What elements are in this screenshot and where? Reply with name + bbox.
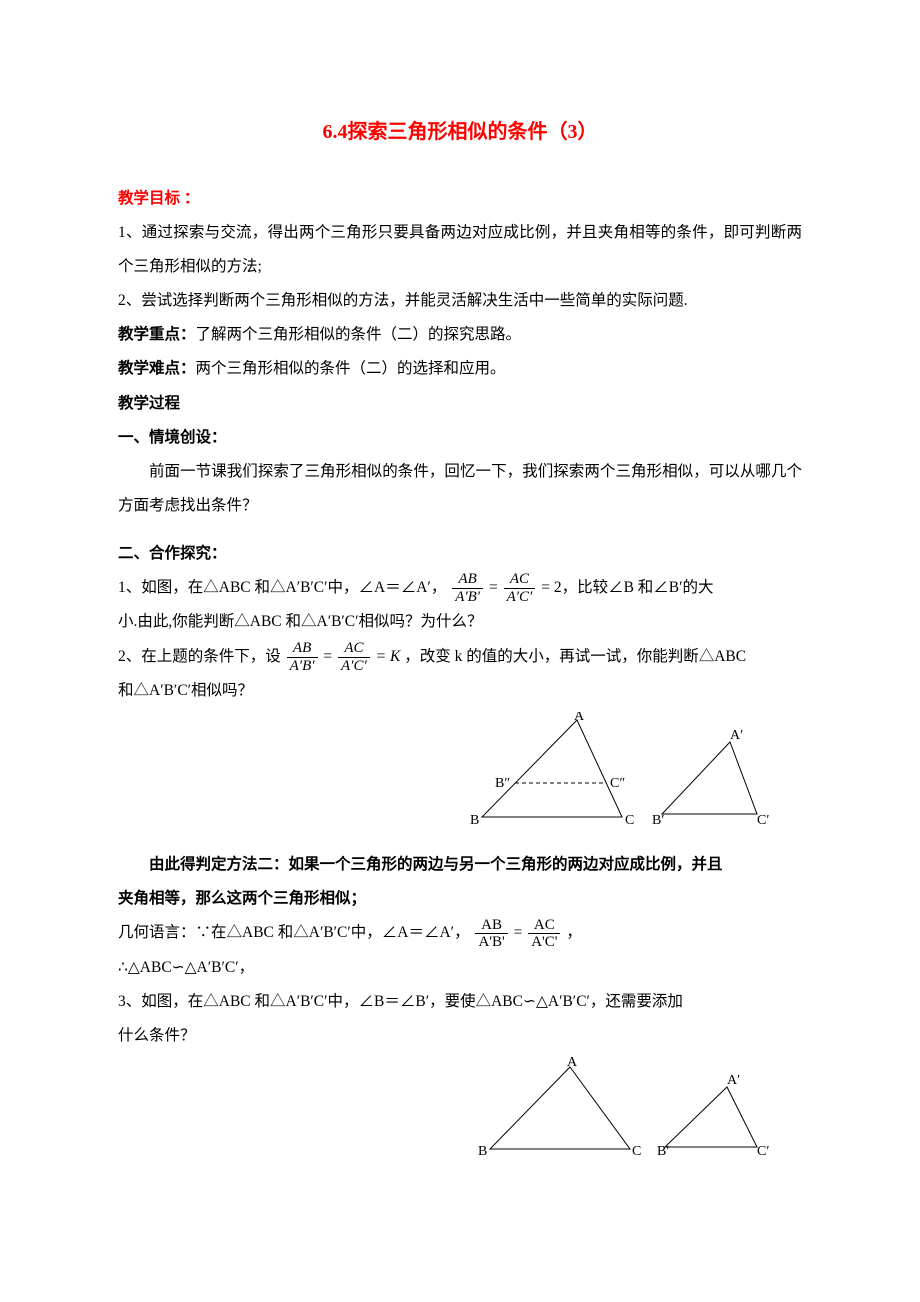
fraction-ac-2: ACA′C′ (338, 640, 370, 674)
theorem-line1: 由此得判定方法二：如果一个三角形的两边与另一个三角形的两边对应成比例，并且 (118, 848, 802, 882)
label-b2: B (478, 1144, 487, 1157)
triangle-aprime-diagram-2: A′ B′ C′ (657, 1057, 772, 1170)
label-cpp: C″ (610, 776, 625, 791)
label-ap2: A′ (727, 1073, 740, 1088)
label-a2: A (567, 1057, 578, 1070)
geometry-conclusion: ∴△ABC∽△A′B′C′， (118, 951, 802, 985)
label-b: B (470, 813, 479, 827)
goals-label: 教学目标 ： (118, 190, 199, 207)
triangle-abc-diagram: A B C B″ C″ (462, 712, 642, 840)
label-c2: C (632, 1144, 641, 1157)
question-2-line1: 2、在上题的条件下，设 ABA′B′ = ACA′C′ = K ，改变 k 的值… (118, 640, 802, 674)
label-c: C (625, 813, 634, 827)
fraction-ab: ABA′B′ (452, 571, 483, 605)
label-bp2: B′ (657, 1144, 669, 1157)
question-1-line2: 小.由此,你能判断△ABC 和△A′B′C′相似吗？为什么？ (118, 605, 802, 639)
fraction-ac-3: ACA'C' (528, 917, 560, 951)
triangle-abc-diagram-2: A B C (472, 1057, 647, 1170)
geometry-language: 几何语言：∵在△ABC 和△A′B′C′中，∠A＝∠A′， ABA'B' = A… (118, 916, 802, 950)
question-3-line2: 什么条件？ (118, 1019, 802, 1053)
triangle-aprime-diagram: A′ B′ C′ (652, 712, 772, 840)
theorem-line2: 夹角相等，那么这两个三角形相似； (118, 882, 802, 916)
question-1-line1: 1、如图，在△ABC 和△A′B′C′中，∠A＝∠A′， ABA′B′ = AC… (118, 571, 802, 605)
focus-label: 教学重点： (118, 326, 196, 343)
diagram-row-2: A B C A′ B′ C′ (118, 1057, 772, 1170)
page-title: 6.4探索三角形相似的条件（3） (118, 110, 802, 154)
focus-text: 了解两个三角形相似的条件（二）的探究思路。 (196, 326, 522, 343)
difficulty-text: 两个三角形相似的条件（二）的选择和应用。 (196, 360, 506, 377)
difficulty-label: 教学难点： (118, 360, 196, 377)
sec2-label: 二、合作探究： (118, 545, 227, 562)
sec1-label: 一、情境创设： (118, 429, 227, 446)
fraction-ab-2: ABA′B′ (287, 640, 318, 674)
goal-2: 2、尝试选择判断两个三角形相似的方法，并能灵活解决生活中一些简单的实际问题. (118, 284, 802, 318)
goal-1: 1、通过探索与交流，得出两个三角形只要具备两边对应成比例，并且夹角相等的条件，即… (118, 216, 802, 284)
process-label: 教学过程 (118, 395, 180, 412)
fraction-ab-3: ABA'B' (475, 917, 507, 951)
label-bp: B′ (652, 813, 664, 827)
label-cp2: C′ (757, 1144, 769, 1157)
fraction-ac: ACA′C′ (504, 571, 536, 605)
question-3-line1: 3、如图，在△ABC 和△A′B′C′中，∠B＝∠B′，要使△ABC∽△A′B′… (118, 985, 802, 1019)
diagram-row-1: A B C B″ C″ A′ B′ C′ (118, 712, 772, 840)
label-bpp: B″ (495, 776, 510, 791)
question-2-line2: 和△A′B′C′相似吗？ (118, 674, 802, 708)
sec1-text: 前面一节课我们探索了三角形相似的条件，回忆一下，我们探索两个三角形相似，可以从哪… (118, 455, 802, 523)
label-ap: A′ (730, 728, 743, 743)
label-cp: C′ (757, 813, 769, 827)
label-a: A (574, 712, 585, 724)
